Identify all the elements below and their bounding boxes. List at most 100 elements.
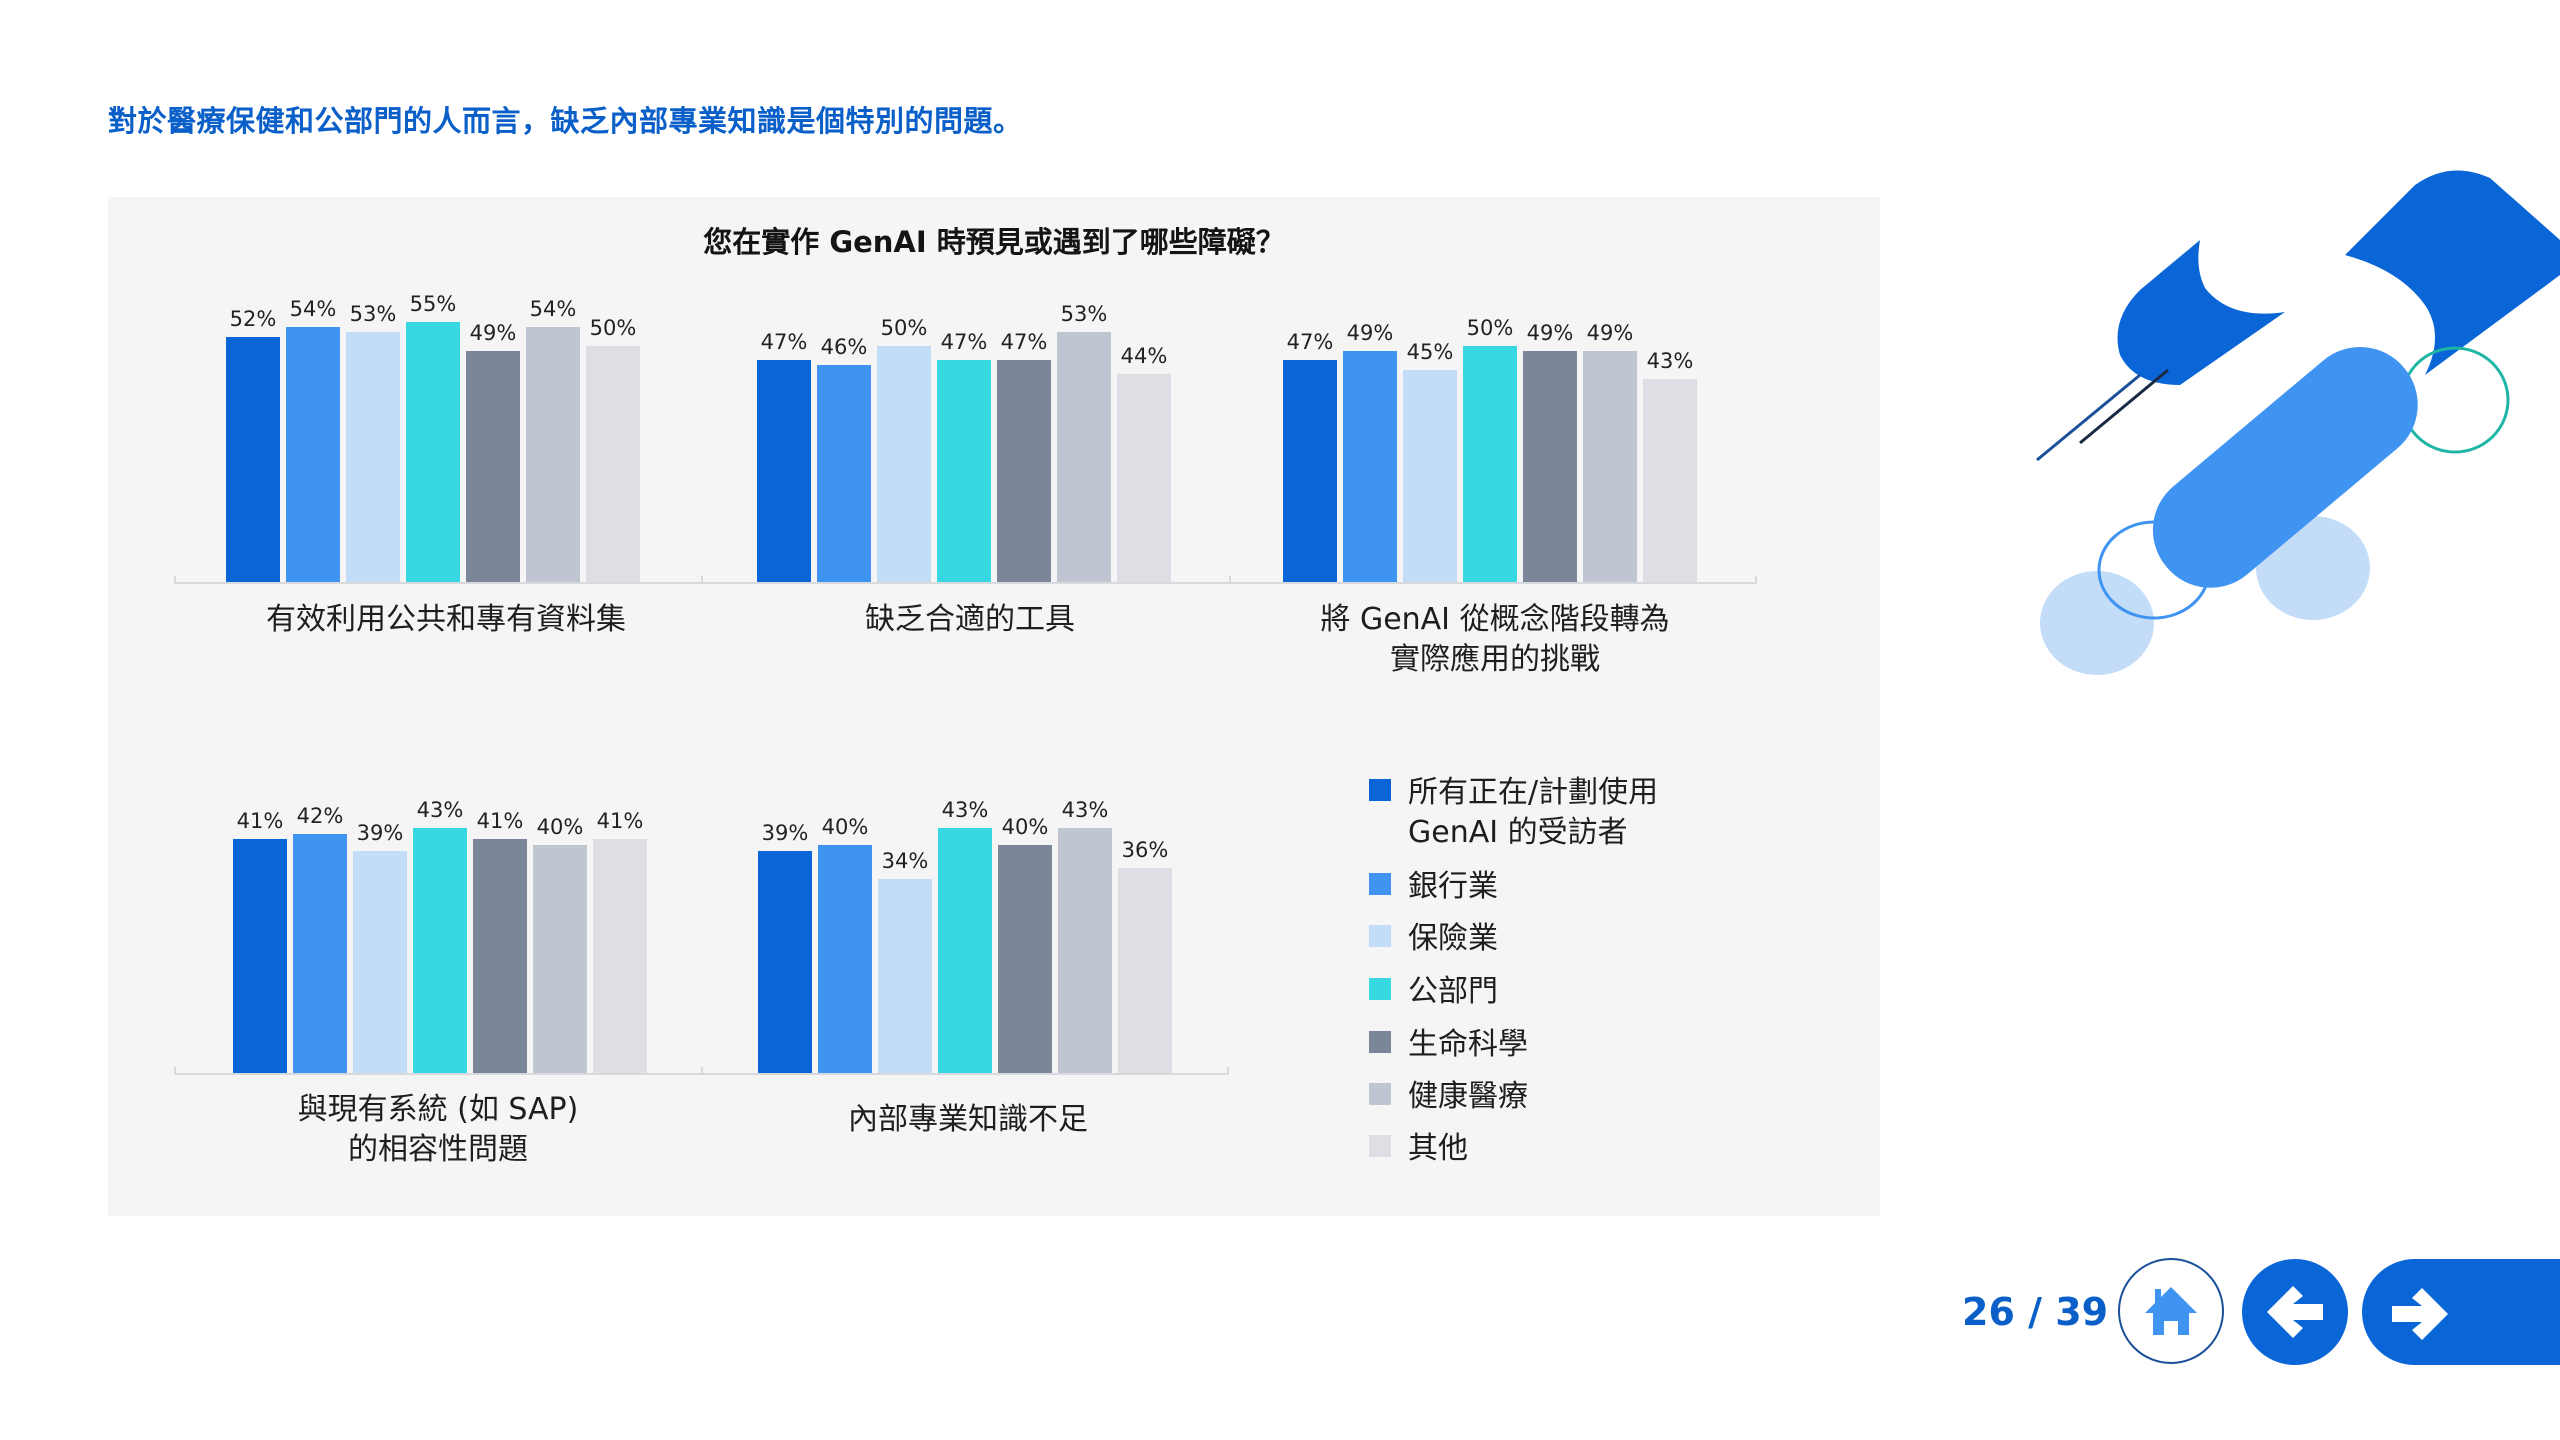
bar-value-label: 42%: [296, 804, 344, 828]
bar-value-label: 54%: [529, 297, 577, 321]
home-button[interactable]: [2118, 1258, 2224, 1364]
bar-value-label: 45%: [1406, 340, 1454, 364]
category-label: 與現有系統 (如 SAP) 的相容性問題: [297, 1092, 579, 1167]
legend-swatch: [1369, 1031, 1391, 1053]
thin-line-blue: [2036, 373, 2141, 462]
bar-value-label: 43%: [1646, 349, 1694, 373]
bar: [1058, 828, 1112, 1073]
bar: [586, 346, 640, 582]
bar: [533, 845, 587, 1073]
bar-value-label: 43%: [416, 798, 464, 822]
legend-label: 健康醫療: [1408, 1079, 1528, 1114]
x-axis-line: [1230, 582, 1756, 584]
bar-value-label: 50%: [589, 316, 637, 340]
bar-value-label: 39%: [356, 821, 404, 845]
bar-value-label: 41%: [476, 809, 524, 833]
category-label: 有效利用公共和專有資料集: [266, 602, 626, 637]
bar-value-label: 39%: [761, 821, 809, 845]
x-axis-line: [702, 582, 1230, 584]
axis-tick: [174, 1067, 176, 1075]
bar: [226, 337, 280, 582]
bar-value-label: 53%: [1060, 302, 1108, 326]
bar: [233, 839, 287, 1073]
bar-value-label: 53%: [349, 302, 397, 326]
bar: [286, 327, 340, 582]
previous-page-button[interactable]: [2242, 1259, 2348, 1365]
axis-tick: [701, 1067, 703, 1075]
light-blue-circle-small-shape: [2040, 571, 2154, 675]
bar-value-label: 54%: [289, 297, 337, 321]
legend-label: 銀行業: [1408, 869, 1498, 904]
bar: [1523, 351, 1577, 582]
bar: [1343, 351, 1397, 582]
bar-value-label: 49%: [469, 321, 517, 345]
decorative-shapes-graphic: [2036, 170, 2560, 675]
bar-value-label: 34%: [881, 849, 929, 873]
bar: [877, 346, 931, 582]
bar-value-label: 41%: [236, 809, 284, 833]
bar-value-label: 55%: [409, 292, 457, 316]
axis-tick: [701, 576, 703, 584]
bar: [413, 828, 467, 1073]
arrow-left-icon: [2267, 1286, 2323, 1338]
category-label: 內部專業知識不足: [848, 1102, 1088, 1137]
bar-value-label: 49%: [1586, 321, 1634, 345]
axis-tick: [1229, 576, 1231, 584]
bar: [758, 851, 812, 1073]
bar-value-label: 43%: [941, 798, 989, 822]
legend-swatch: [1369, 1135, 1391, 1157]
bar-value-label: 43%: [1061, 798, 1109, 822]
chart-panel: 您在實作 GenAI 時預見或遇到了哪些障礙？ 52% 54% 53% 55% 49% 5…: [108, 197, 1880, 1216]
bar: [406, 322, 460, 582]
bar-value-label: 40%: [1001, 815, 1049, 839]
bar: [817, 365, 871, 582]
legend-label: 其他: [1408, 1131, 1468, 1166]
bar: [593, 839, 647, 1073]
axis-tick: [174, 576, 176, 584]
legend-swatch: [1369, 779, 1391, 801]
bar-value-label: 47%: [760, 330, 808, 354]
page-counter: 26 / 39: [1962, 1290, 2109, 1334]
axis-tick: [1755, 576, 1757, 584]
bar: [937, 360, 991, 582]
legend-swatch: [1369, 873, 1391, 895]
bar: [466, 351, 520, 582]
bar: [293, 834, 347, 1073]
bar-value-label: 50%: [1466, 316, 1514, 340]
next-page-button[interactable]: [2362, 1259, 2560, 1365]
legend-label: 公部門: [1408, 974, 1498, 1009]
bright-blue-pill-shape: [2152, 347, 2418, 588]
bar-value-label: 52%: [229, 307, 277, 331]
legend-label: 保險業: [1408, 921, 1498, 956]
bar: [1403, 370, 1457, 582]
bar-value-label: 50%: [880, 316, 928, 340]
dark-blue-capsule-right-shape: [2345, 170, 2560, 375]
home-icon: [2145, 1287, 2197, 1335]
bar: [526, 327, 580, 582]
bar-value-label: 36%: [1121, 838, 1169, 862]
bar-value-label: 49%: [1526, 321, 1574, 345]
bar-value-label: 46%: [820, 335, 868, 359]
bar-value-label: 47%: [940, 330, 988, 354]
bar: [997, 360, 1051, 582]
teal-ring-shape: [2400, 346, 2510, 454]
bar: [346, 332, 400, 582]
bar-value-label: 47%: [1000, 330, 1048, 354]
x-axis-line: [175, 582, 702, 584]
bar: [818, 845, 872, 1073]
legend-label: 所有正在/計劃使用 GenAI 的受訪者: [1408, 775, 1659, 850]
bar: [1117, 374, 1171, 582]
legend-swatch: [1369, 978, 1391, 1000]
bar: [1463, 346, 1517, 582]
dark-blue-capsule-shape: [2117, 240, 2285, 385]
bar-value-label: 40%: [821, 815, 869, 839]
x-axis-line: [702, 1073, 1228, 1075]
page-headline: 對於醫療保健和公部門的人而言，缺乏內部專業知識是個特別的問題。: [108, 104, 1023, 138]
bar-value-label: 44%: [1120, 344, 1168, 368]
bar: [1583, 351, 1637, 582]
bar: [1643, 379, 1697, 582]
category-label: 缺乏合適的工具: [865, 602, 1075, 637]
bar: [998, 845, 1052, 1073]
x-axis-line: [175, 1073, 702, 1075]
bar-value-label: 41%: [596, 809, 644, 833]
